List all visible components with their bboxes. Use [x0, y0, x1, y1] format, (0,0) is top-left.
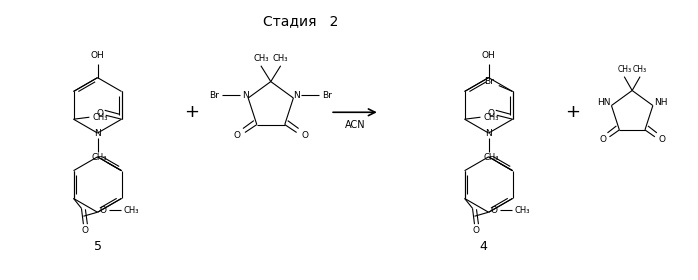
Text: O: O	[487, 109, 494, 118]
Text: CH₃: CH₃	[123, 206, 139, 215]
Text: O: O	[599, 135, 606, 144]
Text: O: O	[301, 131, 308, 140]
Text: ACN: ACN	[345, 120, 365, 130]
Text: N: N	[293, 90, 299, 99]
Text: Br: Br	[484, 77, 493, 86]
Text: OH: OH	[482, 51, 496, 60]
Text: O: O	[100, 206, 107, 215]
Text: N: N	[94, 129, 101, 137]
Text: O: O	[96, 109, 103, 118]
Text: Стадия   2: Стадия 2	[263, 14, 338, 28]
Text: NH: NH	[654, 98, 667, 107]
Text: Br: Br	[209, 90, 219, 99]
Text: +: +	[184, 103, 199, 121]
Text: O: O	[658, 135, 665, 144]
Text: +: +	[565, 103, 580, 121]
Text: CH₃: CH₃	[633, 65, 647, 74]
Text: HN: HN	[597, 98, 610, 107]
Text: CH₃: CH₃	[483, 153, 498, 162]
Text: 5: 5	[94, 241, 101, 253]
Text: O: O	[473, 226, 480, 235]
Text: CH₃: CH₃	[253, 54, 269, 63]
Text: CH₃: CH₃	[273, 54, 288, 63]
Text: N: N	[242, 90, 248, 99]
Text: Br: Br	[322, 90, 332, 99]
Text: CH₃: CH₃	[617, 65, 631, 74]
Text: CH₃: CH₃	[93, 113, 108, 122]
Text: O: O	[491, 206, 498, 215]
Text: O: O	[234, 131, 241, 140]
Text: CH₃: CH₃	[92, 153, 107, 162]
Text: CH₃: CH₃	[484, 113, 499, 122]
Text: 4: 4	[480, 241, 488, 253]
Text: OH: OH	[91, 51, 105, 60]
Text: O: O	[82, 226, 89, 235]
Text: N: N	[485, 129, 492, 137]
Text: CH₃: CH₃	[514, 206, 530, 215]
